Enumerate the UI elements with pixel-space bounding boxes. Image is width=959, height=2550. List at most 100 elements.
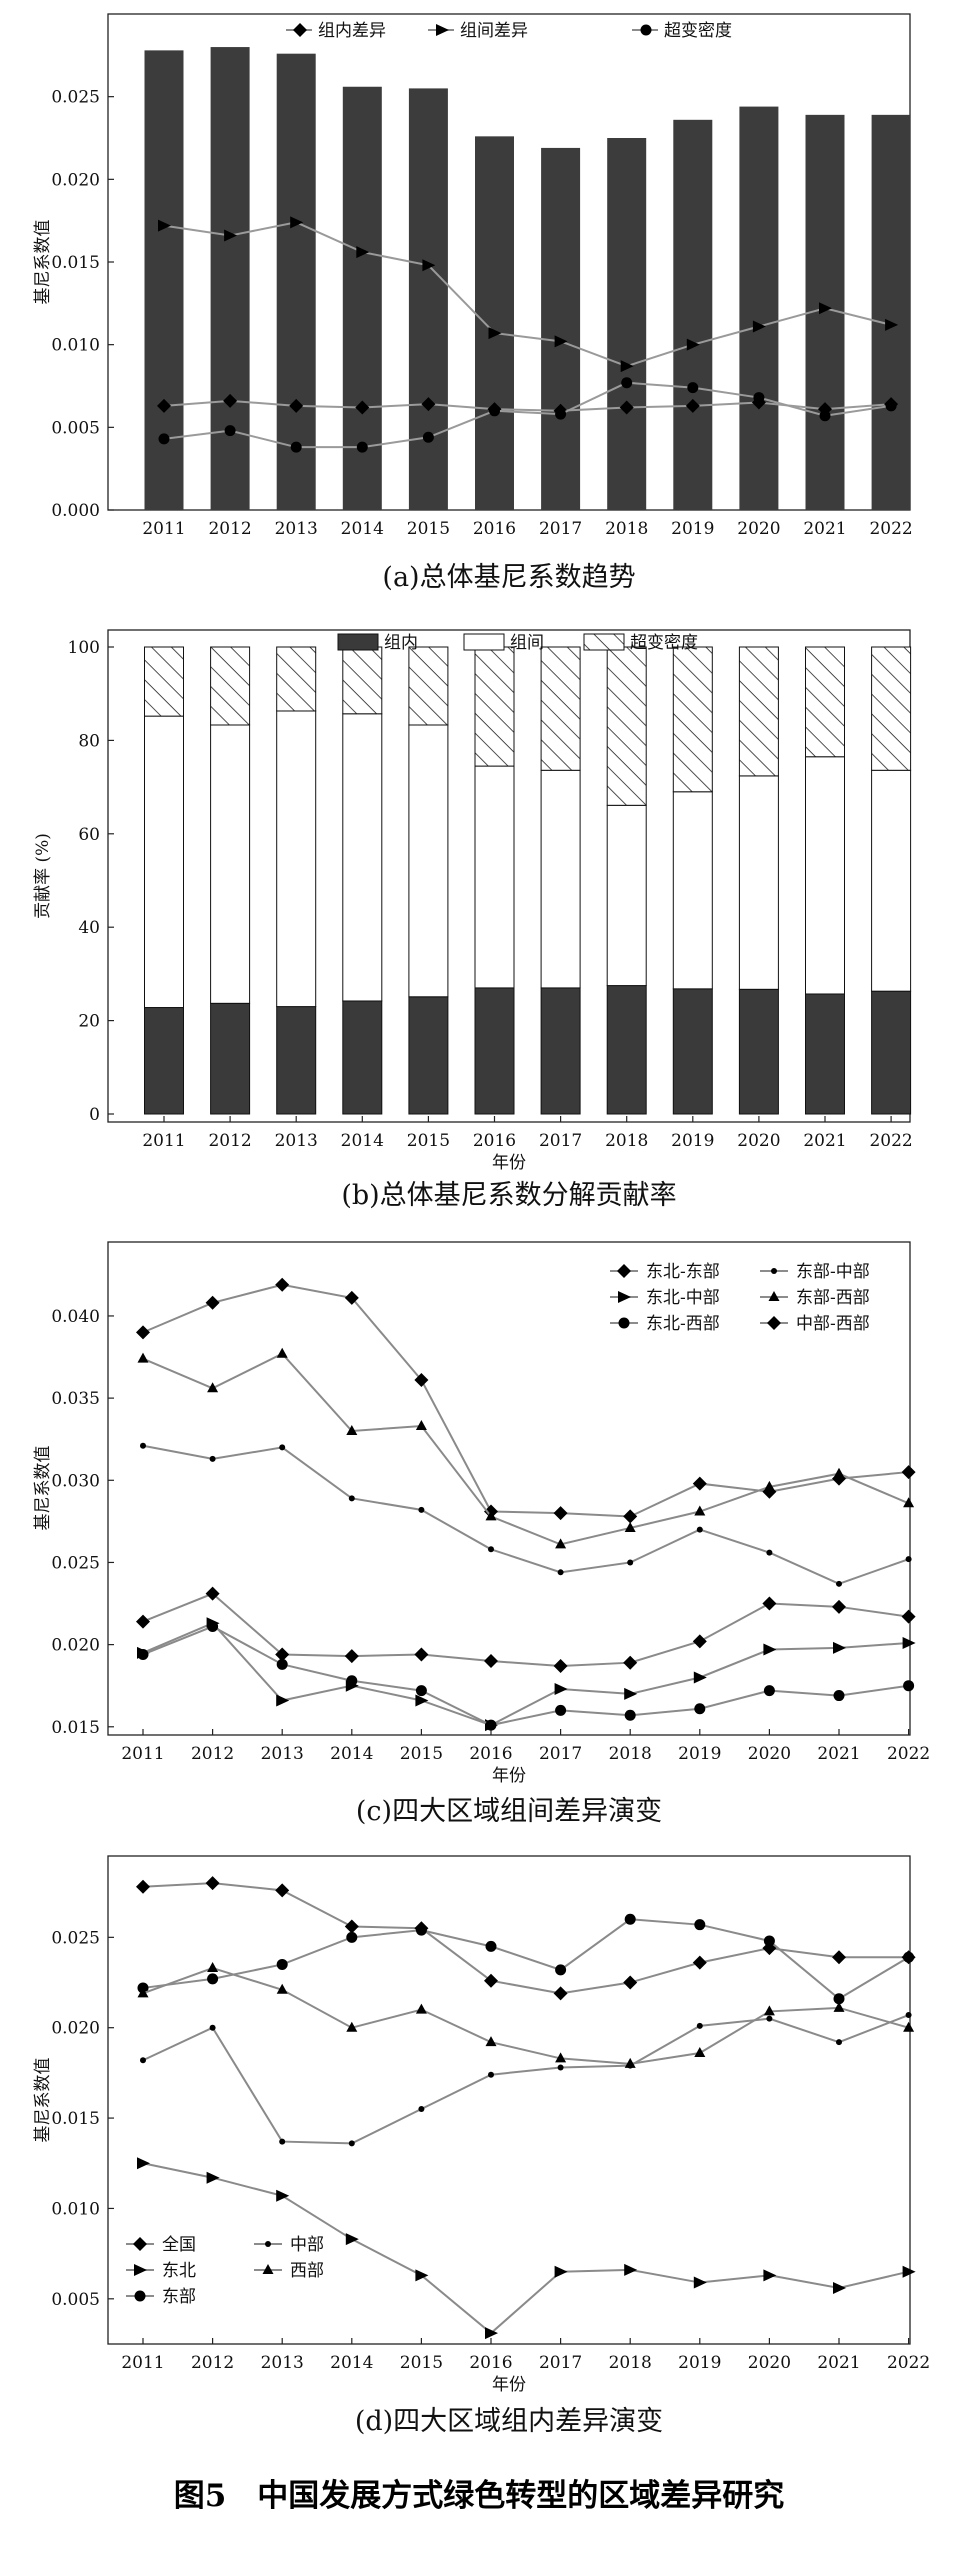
panel-b-xtick-label-2019: 2019 xyxy=(671,1131,714,1151)
panel-a-xtick-label-2020: 2020 xyxy=(737,519,780,539)
panel-c-point-5-2011 xyxy=(136,1614,150,1629)
panel-d-point-1-2021 xyxy=(833,2281,846,2294)
panel-b-bar-2015-0 xyxy=(408,996,449,1115)
panel-c-point-2-2022 xyxy=(903,1680,915,1692)
panel-d-point-1-2018 xyxy=(624,2263,638,2276)
panel-c-point-5-2019 xyxy=(692,1634,707,1649)
panel-a-bar-2012 xyxy=(210,47,250,511)
panel-b-ytick-label-60: 60 xyxy=(78,825,100,845)
panel-a-point-1-2019 xyxy=(686,338,700,351)
panel-a-point-2-2018 xyxy=(621,377,633,389)
panel-b-xtick-label-2013: 2013 xyxy=(275,1131,318,1151)
legend-d-symbol-3 xyxy=(254,2241,282,2247)
panel-d-point-3-2015 xyxy=(418,2106,425,2113)
panel-d-xtick-label-2022: 2022 xyxy=(887,2353,930,2373)
panel-d-point-0-2014 xyxy=(344,1919,359,1934)
legend-a-symbol-0 xyxy=(286,23,312,37)
legend-c-symbol-3 xyxy=(760,1268,788,1274)
panel-c-xtick-label-2012: 2012 xyxy=(191,1744,234,1764)
panel-d-point-3-2020 xyxy=(766,2015,773,2022)
panel-b-xtick-label-2016: 2016 xyxy=(473,1131,516,1151)
panel-d-xtick-label-2019: 2019 xyxy=(678,2353,721,2373)
panel-c-frame xyxy=(107,1241,911,1736)
panel-c-point-4-2015 xyxy=(415,1420,427,1431)
panel-a-bar-2018 xyxy=(607,138,647,510)
panel-c-xtick-label-2022: 2022 xyxy=(887,1744,930,1764)
legend-c-label-1: 东北-中部 xyxy=(646,1288,720,1308)
panel-c-ticks: 2011 2012 2013 2014 2015 2016 2017 2018 2019 2020… xyxy=(51,1307,930,1764)
panel-d-point-4-2021 xyxy=(833,2001,845,2012)
panel-c-point-1-2022 xyxy=(902,1636,916,1649)
panel-b-bar-2013-0 xyxy=(276,1006,317,1115)
panel-c-point-2-2019 xyxy=(694,1703,706,1715)
panel-a-point-1-2014 xyxy=(356,246,370,259)
panel-b-ticks: 2011 2012 2013 2014 2015 2016 2017 2018 2019 2020… xyxy=(68,638,913,1151)
legend-d-marker-4 xyxy=(262,2264,274,2274)
panel-a-xtick-label-2015: 2015 xyxy=(407,519,450,539)
panel-a-ticks: 2011 2012 2013 2014 2015 2016 2017 2018 2019 2020… xyxy=(51,88,912,539)
panel-d-point-2-2020 xyxy=(763,1935,775,1947)
panel-c-ytick-label-0.020: 0.020 xyxy=(51,1636,100,1656)
panel-b-xtick-label-2012: 2012 xyxy=(208,1131,251,1151)
panel-d-point-2-2019 xyxy=(694,1919,706,1931)
panel-b-bar-2012-1 xyxy=(210,724,251,1004)
panel-b-bar-2021-0 xyxy=(805,993,845,1115)
panel-a-ylabel: 基尼系数值 xyxy=(33,220,53,305)
panel-a-point-0-2012 xyxy=(223,393,238,408)
panel-a-xtick-label-2011: 2011 xyxy=(142,519,185,539)
panel-b-bar-2021-2 xyxy=(805,646,845,758)
legend-d-label-0: 全国 xyxy=(162,2235,196,2255)
panel-b-legend: 组内 组间 超变密度 xyxy=(337,633,698,653)
panel-c-point-5-2014 xyxy=(344,1649,359,1664)
panel-b-bar-2021-1 xyxy=(805,756,845,995)
panel-c-point-5-2021 xyxy=(832,1599,846,1614)
panel-c-point-0-2022 xyxy=(901,1465,916,1480)
panel-d-xtick-label-2011: 2011 xyxy=(121,2353,164,2373)
legend-b-label-1: 组间 xyxy=(510,633,544,653)
panel-c-xtick-label-2018: 2018 xyxy=(609,1744,652,1764)
panel-d-line-1 xyxy=(142,2162,909,2335)
panel-c-point-0-2015 xyxy=(414,1373,429,1388)
panel-d-point-0-2019 xyxy=(692,1955,707,1970)
panel-c-point-2-2015 xyxy=(415,1685,427,1697)
panel-a-bar-2016 xyxy=(475,136,514,510)
panel-a-point-1-2018 xyxy=(620,360,634,373)
panel-d-point-2-2015 xyxy=(415,1924,427,1936)
panel-c-point-2-2014 xyxy=(346,1675,358,1687)
panel-b-bar-2014-1 xyxy=(342,713,383,1002)
panel-b-xlabel: 年份 xyxy=(492,1153,526,1173)
panel-c-point-3-2021 xyxy=(836,1580,842,1587)
panel-d-point-3-2021 xyxy=(836,2039,842,2046)
panel-d-point-4-2015 xyxy=(415,2003,427,2014)
panel-d-xtick-label-2014: 2014 xyxy=(330,2353,373,2373)
legend-c-marker-5 xyxy=(767,1316,781,1330)
panel-c-point-1-2021 xyxy=(833,1641,846,1654)
legend-a-marker-2 xyxy=(640,24,652,36)
panel-c-point-2-2017 xyxy=(555,1704,567,1716)
panel-b-xtick-label-2017: 2017 xyxy=(539,1131,582,1151)
panel-b-bar-2015-2 xyxy=(408,646,449,726)
panel-d-point-0-2017 xyxy=(553,1986,568,2001)
legend-c-label-0: 东北-东部 xyxy=(646,1262,720,1282)
panel-d-point-3-2011 xyxy=(140,2057,146,2064)
panel-c-point-1-2018 xyxy=(624,1687,638,1700)
panel-d-point-4-2018 xyxy=(624,2057,636,2068)
panel-a-legend: 组内差异 组间差异 超变密度 xyxy=(286,21,732,41)
panel-a-ytick-label-0.020: 0.020 xyxy=(51,170,100,190)
panel-a-point-2-2013 xyxy=(290,441,302,453)
panel-a-point-2-2017 xyxy=(555,408,567,420)
panel-d-point-4-2022 xyxy=(903,2021,915,2032)
panel-d-line-2 xyxy=(142,1918,910,2001)
panel-b-bar-2016-2 xyxy=(474,646,515,767)
panel-c-point-0-2013 xyxy=(275,1277,290,1292)
panel-c-line-1 xyxy=(142,1622,909,1727)
panel-b-bar-2019-2 xyxy=(672,646,713,793)
panel-b-bar-2011-1 xyxy=(144,715,184,1009)
panel-d-ytick-label-0.005: 0.005 xyxy=(51,2290,100,2310)
panel-c-point-5-2022 xyxy=(901,1609,916,1624)
panel-b-bar-2022-1 xyxy=(871,769,912,992)
panel-a-point-2-2015 xyxy=(422,431,434,443)
panel-c-point-5-2017 xyxy=(553,1658,568,1673)
panel-d-xtick-label-2020: 2020 xyxy=(748,2353,791,2373)
